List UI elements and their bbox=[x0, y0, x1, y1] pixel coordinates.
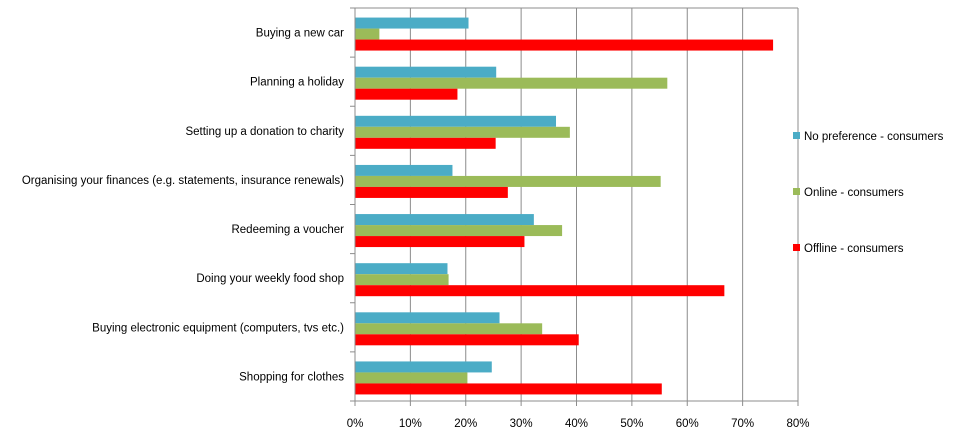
x-tick-label-30: 30% bbox=[510, 418, 533, 430]
category-label-4: Organising your finances (e.g. statement… bbox=[22, 175, 344, 187]
bar-5-series-2 bbox=[355, 225, 563, 237]
x-tick-label-10: 10% bbox=[399, 418, 422, 430]
x-tick-labels: 0% 10% 20% 30% 40% 50% 60% 70% 80% bbox=[347, 418, 810, 430]
category-label-2: Planning a holiday bbox=[250, 77, 344, 89]
bar-1-series-3 bbox=[355, 39, 774, 51]
category-label-1: Buying a new car bbox=[256, 28, 344, 40]
bar-2-series-1 bbox=[355, 66, 497, 78]
bar-3-series-2 bbox=[355, 126, 570, 138]
bar-6-series-1 bbox=[355, 263, 448, 275]
bar-6-series-2 bbox=[355, 274, 449, 286]
bar-7-series-2 bbox=[355, 323, 543, 335]
bar-2-series-2 bbox=[355, 77, 668, 89]
bar-5-series-3 bbox=[355, 236, 525, 248]
bar-7-series-1 bbox=[355, 312, 500, 324]
bar-6-series-3 bbox=[355, 285, 725, 297]
category-label-6: Doing your weekly food shop bbox=[196, 273, 344, 285]
bar-1-series-2 bbox=[355, 28, 380, 40]
bar-4-series-1 bbox=[355, 164, 453, 176]
legend-swatch-1 bbox=[793, 132, 800, 139]
bar-8-series-2 bbox=[355, 372, 468, 384]
category-labels: Buying a new car Planning a holiday Settin… bbox=[22, 28, 344, 384]
x-tick-label-0: 0% bbox=[347, 418, 364, 430]
x-tick-label-20: 20% bbox=[454, 418, 477, 430]
bar-7-series-3 bbox=[355, 334, 579, 346]
axes bbox=[350, 7, 799, 406]
category-label-7: Buying electronic equipment (computers, … bbox=[92, 322, 344, 334]
x-tick-label-70: 70% bbox=[731, 418, 754, 430]
legend: No preference - consumers Online - consum… bbox=[793, 131, 944, 255]
bar-4-series-3 bbox=[355, 186, 508, 198]
bar-1-series-1 bbox=[355, 17, 469, 29]
category-label-3: Setting up a donation to charity bbox=[185, 126, 344, 138]
x-tick-label-60: 60% bbox=[676, 418, 699, 430]
legend-swatch-3 bbox=[793, 244, 800, 251]
bar-8-series-1 bbox=[355, 361, 492, 373]
bar-4-series-2 bbox=[355, 175, 661, 187]
bars bbox=[355, 17, 774, 395]
bar-2-series-3 bbox=[355, 88, 458, 100]
bar-8-series-3 bbox=[355, 383, 662, 395]
legend-label-3: Offline - consumers bbox=[804, 243, 904, 255]
bar-3-series-1 bbox=[355, 115, 557, 127]
bar-5-series-1 bbox=[355, 214, 534, 226]
legend-swatch-2 bbox=[793, 188, 800, 195]
x-tick-label-40: 40% bbox=[565, 418, 588, 430]
legend-label-2: Online - consumers bbox=[804, 187, 904, 199]
category-label-5: Redeeming a voucher bbox=[231, 224, 344, 236]
legend-label-1: No preference - consumers bbox=[804, 131, 944, 143]
category-label-8: Shopping for clothes bbox=[239, 371, 344, 383]
bar-3-series-3 bbox=[355, 137, 496, 149]
x-tick-label-80: 80% bbox=[786, 418, 809, 430]
x-tick-label-50: 50% bbox=[620, 418, 643, 430]
